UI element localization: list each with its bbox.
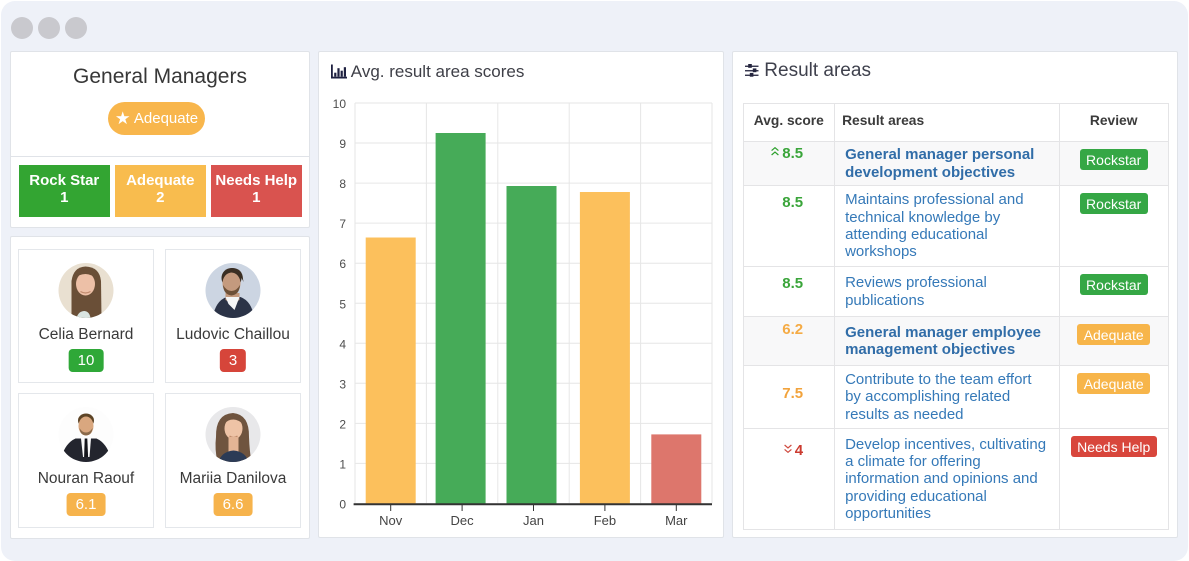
svg-text:3: 3 — [339, 377, 346, 391]
svg-text:0: 0 — [339, 498, 346, 512]
svg-text:Jan: Jan — [523, 513, 544, 528]
svg-text:9: 9 — [339, 137, 346, 151]
svg-text:Mar: Mar — [665, 513, 688, 528]
svg-text:Feb: Feb — [594, 513, 616, 528]
svg-text:2: 2 — [339, 417, 346, 431]
svg-text:6: 6 — [339, 257, 346, 271]
svg-text:5: 5 — [339, 297, 346, 311]
svg-text:7: 7 — [339, 217, 346, 231]
svg-text:Dec: Dec — [451, 513, 475, 528]
svg-text:10: 10 — [333, 97, 347, 111]
svg-text:8: 8 — [339, 177, 346, 191]
svg-text:4: 4 — [339, 337, 346, 351]
svg-text:Nov: Nov — [379, 513, 403, 528]
svg-text:1: 1 — [339, 457, 346, 471]
